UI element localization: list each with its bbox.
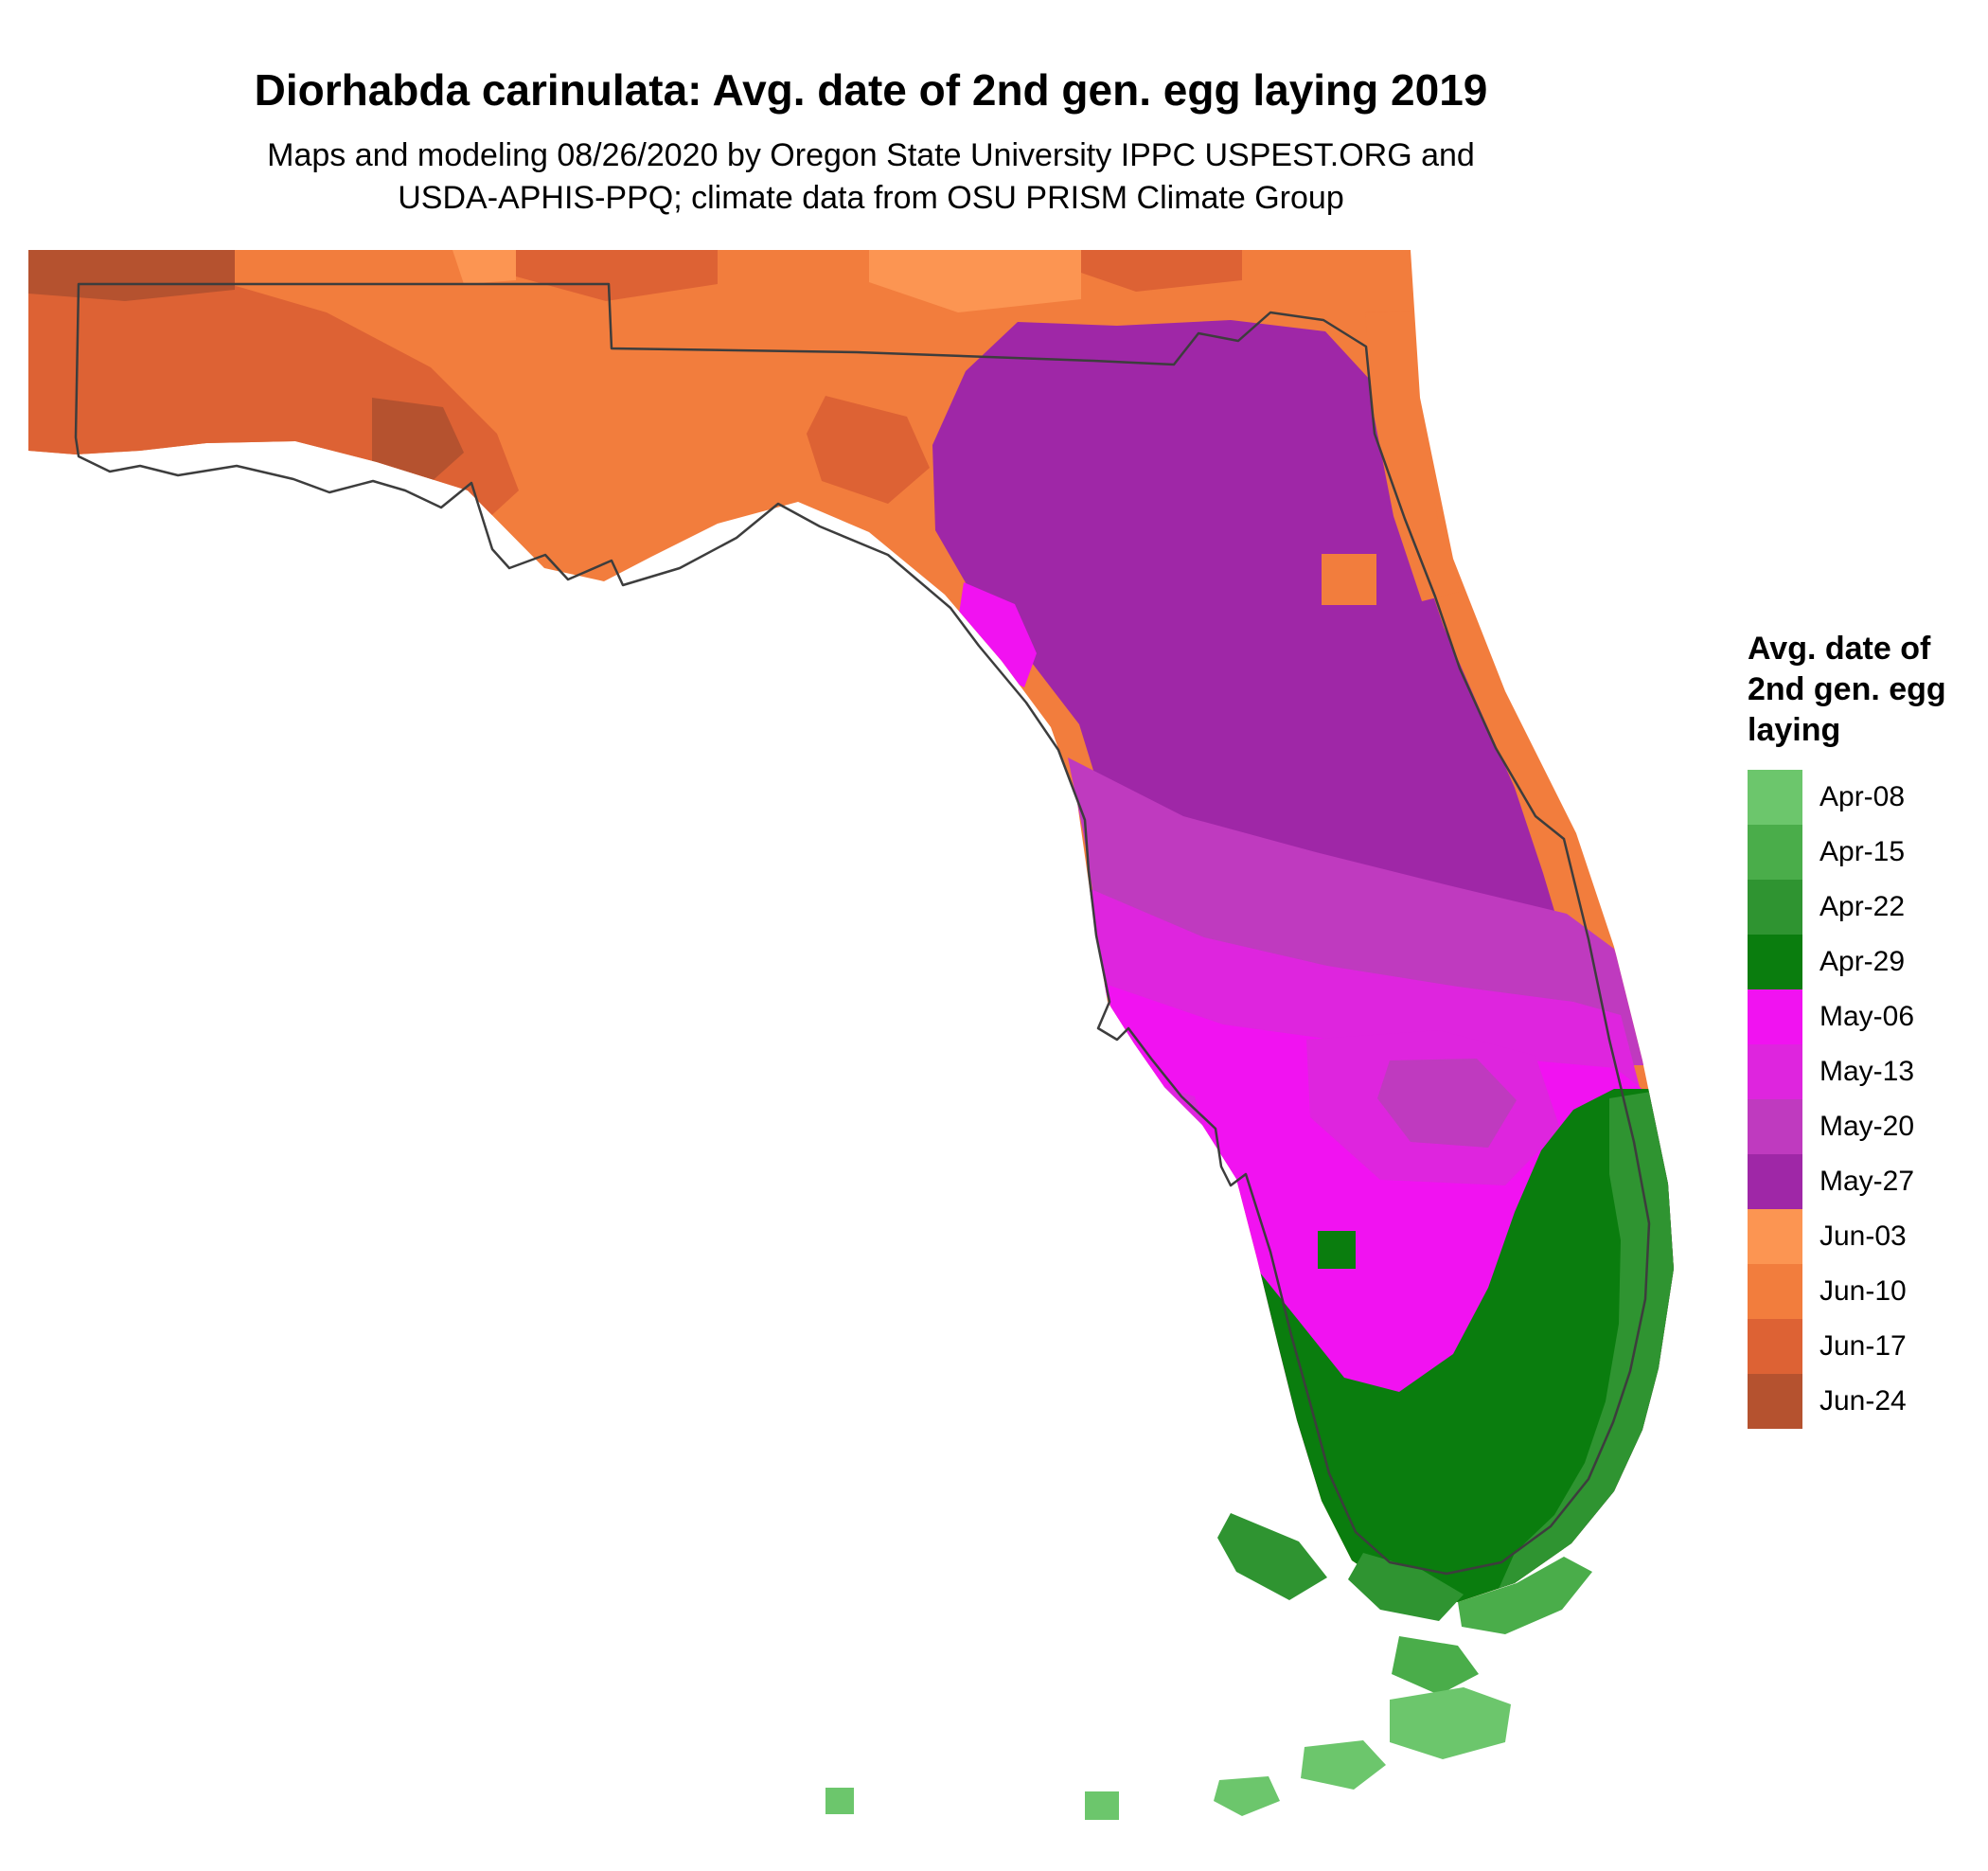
- legend-label: May-06: [1819, 1001, 1915, 1032]
- region-may13-patch-south: [1178, 1259, 1255, 1367]
- region-jun10-inland-patch: [1322, 554, 1376, 605]
- legend-label: Jun-03: [1819, 1221, 1907, 1252]
- legend-item-may-20: May-20: [1748, 1099, 1984, 1154]
- region-apr08-keys-medium: [1301, 1740, 1386, 1790]
- region-jun24-blob: [372, 398, 464, 485]
- state-border-line: [74, 282, 1651, 1576]
- region-jun17-central-blob: [807, 396, 930, 504]
- legend-title-line-3: laying: [1748, 712, 1841, 748]
- legend-title: Avg. date of 2nd gen. egg laying: [1748, 629, 1984, 751]
- legend-swatch-color: [1748, 1209, 1802, 1264]
- legend: Avg. date of 2nd gen. egg laying Apr-08 …: [1748, 629, 1984, 1429]
- legend-swatch-may-13: [1748, 1044, 1802, 1099]
- legend-label: May-13: [1819, 1056, 1915, 1087]
- region-apr29-south-florida: [1240, 1089, 1674, 1602]
- legend-rows: Apr-08 Apr-15 Apr-22 Apr-29 May-06 May-1…: [1748, 770, 1984, 1429]
- legend-label: Apr-08: [1819, 781, 1906, 812]
- legend-item-apr-22: Apr-22: [1748, 880, 1984, 935]
- legend-item-apr-15: Apr-15: [1748, 825, 1984, 880]
- legend-swatch-color: [1748, 770, 1802, 825]
- region-jun03-top-a: [453, 250, 516, 284]
- legend-swatch-color: [1748, 935, 1802, 989]
- region-jun17-top-middle: [516, 250, 718, 301]
- legend-swatch-color: [1748, 1374, 1802, 1429]
- legend-swatch-color: [1748, 1099, 1802, 1154]
- legend-item-may-06: May-06: [1748, 989, 1984, 1044]
- legend-item-may-27: May-27: [1748, 1154, 1984, 1209]
- legend-swatch-apr-22: [1748, 880, 1802, 935]
- region-jun03-top-b: [869, 250, 1081, 312]
- legend-title-line-2: 2nd gen. egg: [1748, 671, 1946, 707]
- figure-subtitle: Maps and modeling 08/26/2020 by Oregon S…: [0, 134, 1742, 220]
- region-jun24-top-left: [28, 250, 235, 301]
- region-apr08-keys-tiny-west: [825, 1788, 854, 1814]
- region-apr15-upper-keys: [1458, 1557, 1592, 1634]
- legend-swatch-color: [1748, 880, 1802, 935]
- region-apr08-keys-large: [1390, 1687, 1511, 1759]
- legend-item-jun-03: Jun-03: [1748, 1209, 1984, 1264]
- legend-label: Apr-15: [1819, 836, 1906, 867]
- legend-label: Apr-22: [1819, 891, 1906, 922]
- legend-label: May-20: [1819, 1111, 1915, 1142]
- legend-swatch-may-06: [1748, 989, 1802, 1044]
- legend-swatch-jun-24: [1748, 1374, 1802, 1429]
- legend-item-may-13: May-13: [1748, 1044, 1984, 1099]
- legend-label: Jun-24: [1819, 1385, 1907, 1417]
- keys-and-tip-blobs: [825, 1513, 1592, 1820]
- legend-title-line-1: Avg. date of: [1748, 631, 1931, 667]
- legend-swatch-jun-10: [1748, 1264, 1802, 1319]
- legend-swatch-color: [1748, 1044, 1802, 1099]
- region-may06-gulf-coast-patch: [958, 582, 1037, 687]
- legend-swatch-apr-15: [1748, 825, 1802, 880]
- region-apr22-southeast-coast: [1496, 1091, 1674, 1595]
- legend-item-apr-29: Apr-29: [1748, 935, 1984, 989]
- legend-swatch-color: [1748, 1264, 1802, 1319]
- legend-swatch-color: [1748, 1319, 1802, 1374]
- legend-swatch-apr-08: [1748, 770, 1802, 825]
- legend-swatch-apr-29: [1748, 935, 1802, 989]
- region-apr08-keys-small: [1214, 1776, 1280, 1816]
- region-jun10-northeast-coast: [1365, 311, 1460, 601]
- legend-swatch-jun-17: [1748, 1319, 1802, 1374]
- legend-label: Jun-17: [1819, 1330, 1907, 1362]
- region-may06-dot: [1269, 1458, 1299, 1488]
- region-may27-north-peninsula: [932, 320, 1571, 947]
- legend-swatch-may-27: [1748, 1154, 1802, 1209]
- legend-label: Apr-29: [1819, 946, 1906, 977]
- region-may20-patch-inside: [1377, 1059, 1517, 1148]
- legend-swatch-color: [1748, 825, 1802, 880]
- region-apr29-dot: [1318, 1231, 1356, 1269]
- legend-swatch-color: [1748, 1154, 1802, 1209]
- legend-swatch-jun-03: [1748, 1209, 1802, 1264]
- region-apr15-keys-blob: [1392, 1636, 1479, 1695]
- region-apr08-keys-tiny-east: [1085, 1791, 1119, 1820]
- legend-label: May-27: [1819, 1166, 1915, 1197]
- legend-swatch-may-20: [1748, 1099, 1802, 1154]
- legend-item-jun-24: Jun-24: [1748, 1374, 1984, 1429]
- subtitle-line-1: Maps and modeling 08/26/2020 by Oregon S…: [267, 137, 1475, 173]
- legend-item-jun-10: Jun-10: [1748, 1264, 1984, 1319]
- subtitle-line-2: USDA-APHIS-PPQ; climate data from OSU PR…: [398, 180, 1344, 216]
- legend-item-apr-08: Apr-08: [1748, 770, 1984, 825]
- region-apr22-tip-blob: [1348, 1553, 1464, 1621]
- legend-item-jun-17: Jun-17: [1748, 1319, 1984, 1374]
- figure-title: Diorhabda carinulata: Avg. date of 2nd g…: [254, 65, 1488, 115]
- region-jun17-top-right: [1081, 250, 1242, 292]
- region-apr22-southwest-islands: [1217, 1513, 1327, 1600]
- legend-label: Jun-10: [1819, 1275, 1907, 1307]
- legend-swatch-color: [1748, 989, 1802, 1044]
